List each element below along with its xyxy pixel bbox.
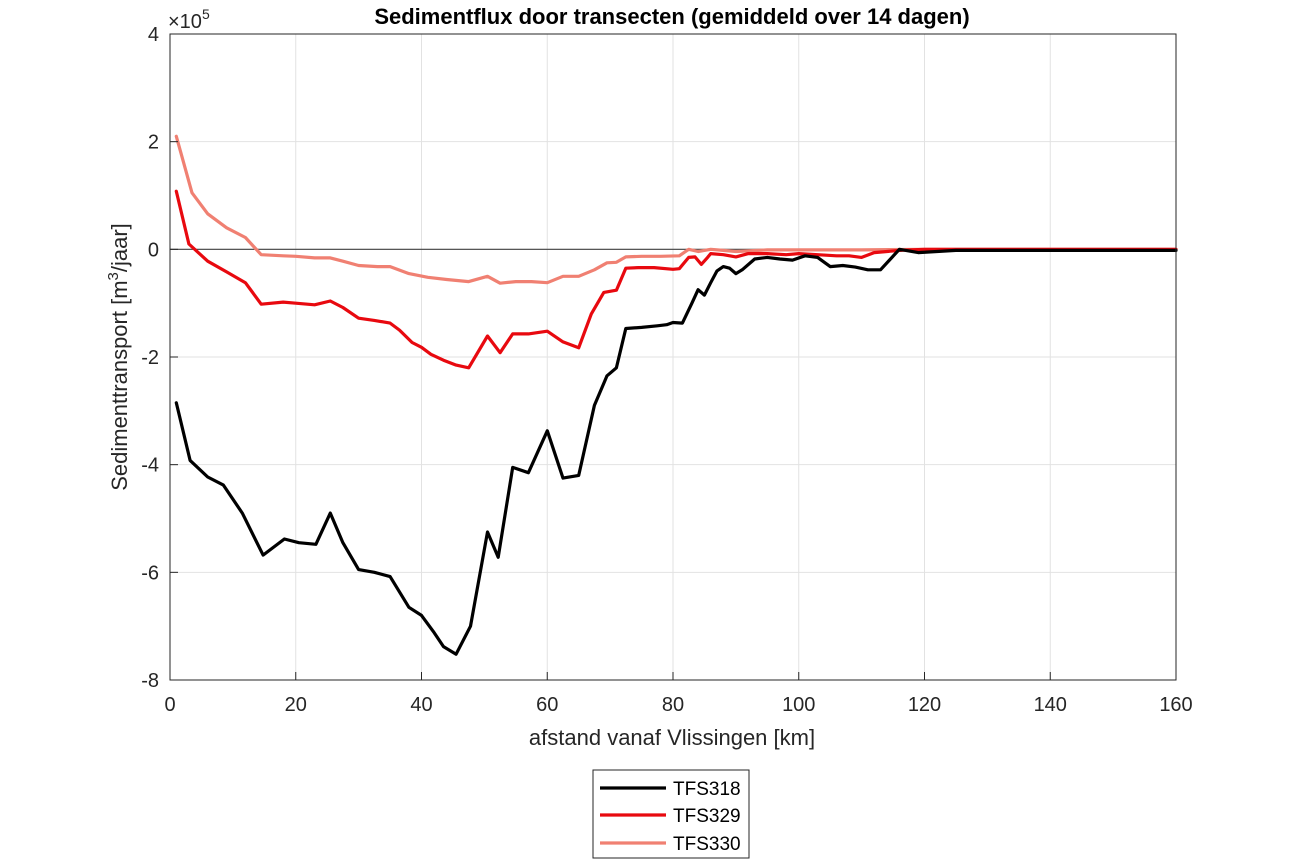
legend-label-tfs330: TFS330 bbox=[673, 834, 741, 855]
x-tick-label: 160 bbox=[1159, 694, 1192, 716]
y-tick-label: -4 bbox=[141, 455, 159, 477]
y-axis-label: Sedimenttransport [m3/jaar] bbox=[105, 223, 132, 491]
series-line-tfs330 bbox=[174, 134, 1178, 285]
x-axis-label: afstand vanaf Vlissingen [km] bbox=[529, 725, 815, 750]
y-tick-label: -8 bbox=[141, 670, 159, 692]
legend: TFS318 TFS329 TFS330 bbox=[592, 769, 750, 859]
y-axis-label-superscript: 3 bbox=[105, 272, 122, 280]
y-tick-label: 4 bbox=[148, 24, 159, 46]
y-tick-label: -2 bbox=[141, 347, 159, 369]
x-tick-label: 0 bbox=[164, 694, 175, 716]
x-tick-label: 20 bbox=[285, 694, 307, 716]
series-line-tfs329 bbox=[174, 189, 1178, 370]
y-tick-label: 2 bbox=[148, 132, 159, 154]
x-tick-label: 80 bbox=[662, 694, 684, 716]
x-axis-ticks: 0 20 40 60 80 100 120 140 160 bbox=[164, 672, 1193, 716]
y-axis-label-unit: /jaar] bbox=[107, 223, 132, 272]
series-line-tfs318 bbox=[174, 247, 1178, 656]
x-tick-label: 100 bbox=[782, 694, 815, 716]
y-axis-ticks: -8 -6 -4 -2 0 2 4 bbox=[141, 24, 178, 692]
y-tick-label: -6 bbox=[141, 562, 159, 584]
chart-title: Sedimentflux door transecten (gemiddeld … bbox=[374, 4, 969, 29]
y-exponent-value: 5 bbox=[202, 6, 210, 22]
y-exponent-prefix: ×10 bbox=[168, 11, 202, 33]
y-exponent-label: ×105 bbox=[168, 6, 210, 33]
legend-label-tfs329: TFS329 bbox=[673, 806, 741, 827]
x-tick-label: 40 bbox=[410, 694, 432, 716]
y-tick-label: 0 bbox=[148, 239, 159, 261]
x-tick-label: 60 bbox=[536, 694, 558, 716]
x-tick-label: 120 bbox=[908, 694, 941, 716]
x-tick-label: 140 bbox=[1034, 694, 1067, 716]
y-axis-label-main: Sedimenttransport [m bbox=[107, 280, 132, 490]
legend-label-tfs318: TFS318 bbox=[673, 779, 741, 800]
series-lines bbox=[174, 134, 1178, 656]
